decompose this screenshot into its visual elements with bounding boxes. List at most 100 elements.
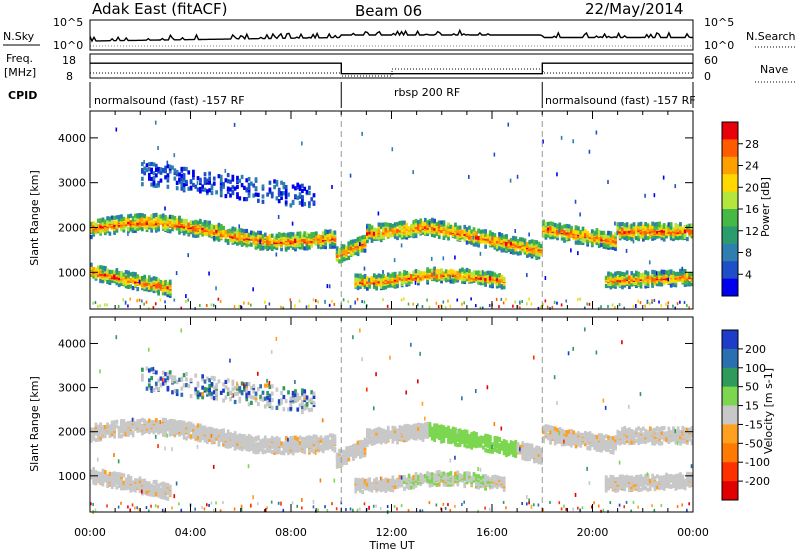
echo-cell bbox=[236, 441, 239, 447]
echo-cell bbox=[129, 508, 132, 512]
echo-cell bbox=[275, 336, 278, 341]
echo-cell bbox=[379, 238, 383, 243]
echo-cell bbox=[129, 297, 132, 301]
echo-cell bbox=[437, 224, 441, 229]
echo-cell bbox=[261, 448, 265, 453]
echo-cell bbox=[154, 276, 158, 281]
echo-cell bbox=[414, 225, 418, 230]
echo-cell bbox=[129, 220, 133, 225]
echo-cell bbox=[141, 221, 144, 226]
echo-cell bbox=[287, 192, 290, 197]
echo-cell bbox=[205, 392, 209, 397]
echo-cell bbox=[122, 216, 126, 221]
echo-cell bbox=[669, 273, 673, 279]
echo-cell bbox=[277, 501, 280, 505]
echo-cell bbox=[210, 190, 214, 196]
echo-cell bbox=[553, 222, 557, 228]
echo-cell bbox=[199, 225, 202, 230]
echo-cell bbox=[261, 438, 265, 443]
echo-cell bbox=[484, 276, 487, 281]
echo-cell bbox=[254, 239, 258, 244]
echo-cell bbox=[639, 225, 643, 230]
echo-cell bbox=[238, 235, 242, 241]
echo-cell bbox=[484, 229, 487, 234]
echo-cell bbox=[616, 222, 620, 227]
echo-cell bbox=[553, 300, 556, 304]
echo-cell bbox=[669, 269, 673, 274]
echo-cell bbox=[310, 243, 314, 248]
echo-cell bbox=[454, 278, 457, 283]
echo-cell bbox=[154, 492, 158, 497]
nsky-trace bbox=[89, 28, 693, 43]
echo-cell bbox=[632, 304, 635, 308]
echo-cell bbox=[345, 446, 348, 451]
echo-cell bbox=[509, 237, 513, 243]
echo-cell bbox=[219, 390, 223, 395]
echo-cell bbox=[407, 226, 411, 231]
echo-cell bbox=[667, 277, 670, 282]
echo-cell bbox=[340, 454, 344, 459]
echo-cell bbox=[277, 449, 281, 455]
echo-cell bbox=[166, 178, 170, 183]
echo-cell bbox=[145, 287, 149, 292]
echo-cell bbox=[324, 505, 326, 509]
echo-cell bbox=[437, 220, 441, 225]
echo-cell bbox=[563, 229, 566, 235]
echo-cell bbox=[256, 371, 259, 376]
echo-cell bbox=[212, 396, 216, 401]
echo-cell bbox=[667, 222, 671, 227]
echo-cell bbox=[108, 224, 112, 229]
echo-cell bbox=[152, 419, 156, 425]
echo-cell bbox=[157, 166, 160, 172]
echo-cell bbox=[500, 239, 504, 244]
echo-cell bbox=[233, 507, 236, 511]
echo-cell bbox=[154, 120, 157, 125]
echo-cell bbox=[120, 482, 123, 487]
echo-cell bbox=[456, 225, 460, 230]
echo-cell bbox=[250, 445, 253, 450]
echo-cell bbox=[305, 401, 309, 407]
echo-cell bbox=[607, 180, 609, 185]
echo-cell bbox=[468, 274, 471, 279]
echo-cell bbox=[117, 214, 121, 220]
echo-cell bbox=[495, 297, 498, 301]
cpid-segment-1: normalsound (fast) -157 RF bbox=[94, 94, 245, 107]
echo-cell bbox=[182, 182, 186, 187]
echo-cell bbox=[266, 402, 269, 407]
echo-cell bbox=[215, 501, 217, 505]
echo-cell bbox=[103, 269, 107, 274]
echo-cell bbox=[298, 395, 302, 401]
echo-cell bbox=[210, 391, 214, 396]
echo-cell bbox=[461, 233, 464, 238]
echo-cell bbox=[291, 443, 295, 448]
echo-cell bbox=[586, 302, 588, 306]
echo-cell bbox=[147, 219, 151, 224]
echo-cell bbox=[435, 268, 439, 274]
echo-cell bbox=[147, 275, 151, 280]
echo-cell bbox=[247, 464, 250, 469]
echo-cell bbox=[150, 182, 154, 187]
echo-cell bbox=[219, 429, 223, 434]
echo-cell bbox=[495, 242, 499, 247]
echo-cell bbox=[519, 306, 521, 310]
echo-cell bbox=[201, 221, 205, 227]
echo-cell bbox=[127, 232, 129, 237]
echo-cell bbox=[108, 216, 112, 221]
echo-cell bbox=[600, 305, 602, 309]
echo-cell bbox=[143, 482, 147, 487]
echo-cell bbox=[134, 506, 136, 510]
echo-cell bbox=[614, 232, 617, 237]
echo-cell bbox=[294, 435, 297, 440]
echo-cell bbox=[147, 383, 151, 388]
echo-cell bbox=[403, 269, 406, 275]
echo-cell bbox=[604, 283, 608, 289]
echo-cell bbox=[301, 404, 304, 410]
echo-cell bbox=[488, 276, 492, 281]
echo-cell bbox=[444, 269, 448, 274]
echo-cell bbox=[245, 233, 249, 238]
echo-cell bbox=[572, 139, 574, 144]
echo-cell bbox=[463, 224, 467, 230]
echo-cell bbox=[185, 299, 187, 303]
echo-cell bbox=[386, 228, 390, 233]
echo-cell bbox=[203, 177, 207, 182]
